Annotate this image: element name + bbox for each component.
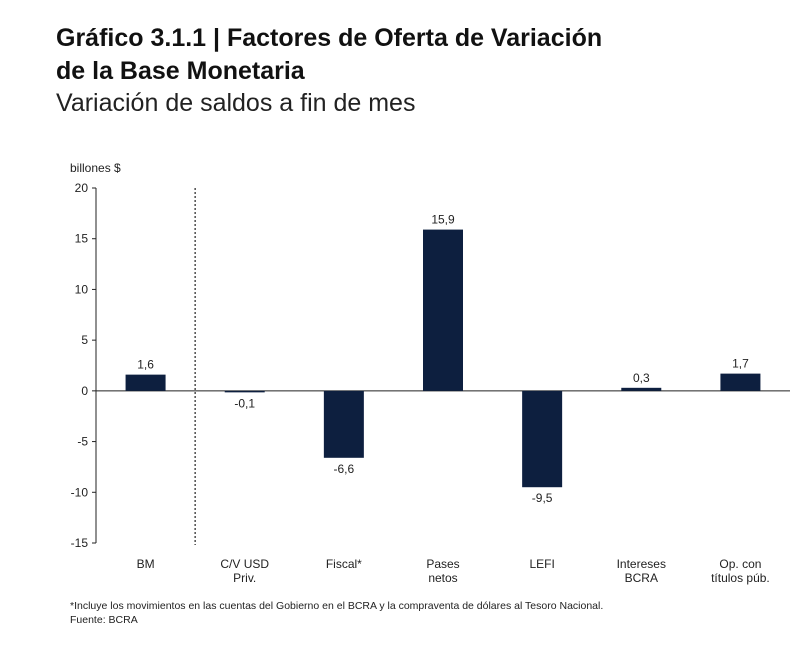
x-tick-label: BCRA — [625, 571, 658, 585]
bar — [125, 374, 166, 391]
data-label: 15,9 — [431, 213, 455, 227]
source-note: Fuente: BCRA — [70, 614, 138, 626]
y-axis-label: billones $ — [70, 161, 121, 175]
x-tick-label: Pases — [426, 557, 459, 571]
y-tick-label: 5 — [81, 333, 88, 347]
data-label: 1,7 — [732, 357, 749, 371]
x-tick-label: títulos púb. — [711, 571, 770, 585]
x-tick-label: LEFI — [529, 557, 554, 571]
x-tick-label: netos — [428, 571, 457, 585]
chart-subtitle: Variación de saldos a fin de mes — [56, 89, 416, 117]
data-label: -0,1 — [234, 396, 255, 410]
y-tick-label: -5 — [77, 435, 88, 449]
x-tick-label: C/V USD — [220, 557, 269, 571]
chart-title-line-1: Gráfico 3.1.1 | Factores de Oferta de Va… — [56, 24, 603, 52]
y-tick-label: 0 — [81, 384, 88, 398]
bar — [224, 390, 265, 393]
bar-chart: billones $ 20 15 10 5 0 -5 -10 -15 1,6 BM -0,1 C/V U… — [70, 161, 790, 585]
y-tick-label: 10 — [75, 282, 89, 296]
x-tick-label: Priv. — [233, 571, 256, 585]
bar — [323, 390, 364, 458]
data-label: -9,5 — [532, 491, 553, 505]
footnote: *Incluye los movimientos en las cuentas … — [70, 600, 604, 612]
chart-title: Gráfico 3.1.1 | Factores de Oferta de Va… — [56, 22, 602, 88]
x-tick-label: Fiscal* — [326, 557, 362, 571]
bar — [621, 387, 662, 391]
x-tick-label: BM — [137, 557, 155, 571]
chart-notes: *Incluye los movimientos en las cuentas … — [70, 599, 770, 627]
chart-title-line-2: de la Base Monetaria — [56, 57, 305, 85]
data-label: 1,6 — [137, 358, 154, 372]
bar — [522, 390, 563, 488]
bar — [720, 373, 761, 391]
x-tick-label: Op. con — [719, 557, 761, 571]
y-tick-label: 15 — [75, 232, 89, 246]
x-tick-label: Intereses — [617, 557, 666, 571]
y-tick-label: -10 — [71, 485, 89, 499]
data-label: -6,6 — [334, 462, 355, 476]
bar — [423, 229, 463, 391]
data-label: 0,3 — [633, 371, 650, 385]
y-tick-label: 20 — [75, 181, 89, 195]
y-tick-label: -15 — [71, 536, 89, 550]
